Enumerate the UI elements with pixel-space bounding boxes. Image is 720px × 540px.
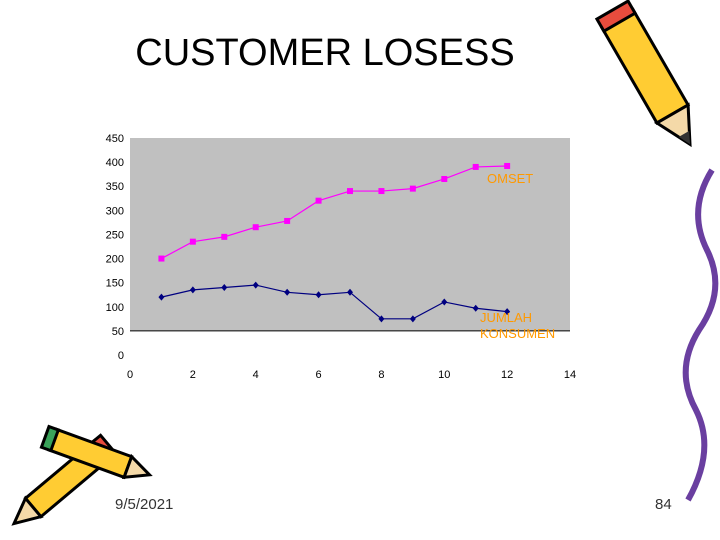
point: [441, 298, 448, 306]
point: [378, 188, 385, 195]
x-tick-label: 0: [127, 369, 133, 381]
point: [284, 288, 291, 296]
series-line: [161, 165, 508, 260]
point: [504, 308, 511, 316]
x-tick-label: 8: [378, 369, 384, 381]
point: [347, 288, 353, 296]
x-tick-label: 12: [501, 369, 513, 381]
slide-number: 84: [655, 496, 672, 513]
point: [441, 175, 448, 182]
point: [378, 315, 385, 323]
y-tick-label: 100: [106, 302, 124, 314]
point: [284, 217, 291, 224]
point: [472, 304, 479, 312]
point: [252, 281, 259, 289]
series-label: JUMLAH KONSUMEN: [480, 310, 556, 341]
x-tick-label: 6: [316, 369, 322, 381]
point: [347, 188, 353, 195]
x-tick-label: 2: [190, 369, 196, 381]
point: [409, 315, 416, 323]
y-tick-label: 200: [106, 254, 124, 266]
point: [221, 233, 228, 240]
point: [189, 286, 196, 294]
point: [252, 224, 259, 231]
point: [158, 255, 165, 262]
plot-area: [130, 138, 570, 331]
point: [472, 163, 479, 170]
slide-title: CUSTOMER LOSESS: [135, 32, 515, 74]
y-tick-label: 150: [106, 278, 124, 290]
y-tick-label: 400: [106, 157, 124, 169]
x-tick-label: 14: [564, 369, 576, 381]
point: [504, 162, 511, 169]
y-tick-label: 50: [112, 326, 124, 338]
point: [158, 293, 165, 301]
point: [221, 283, 228, 291]
point: [409, 185, 416, 192]
series-line: [161, 284, 508, 320]
clipart: [11, 0, 719, 526]
slide-date: 9/5/2021: [115, 496, 174, 513]
y-tick-label: 0: [118, 350, 124, 362]
x-tick-label: 4: [253, 369, 259, 381]
x-tick-label: 10: [438, 369, 450, 381]
point: [189, 238, 196, 245]
y-tick-label: 250: [106, 229, 124, 241]
series-label: OMSET: [487, 171, 534, 186]
y-tick-label: 300: [106, 205, 124, 217]
point: [315, 291, 322, 299]
y-tick-label: 350: [106, 181, 124, 193]
y-tick-label: 450: [106, 133, 124, 145]
point: [315, 197, 322, 204]
